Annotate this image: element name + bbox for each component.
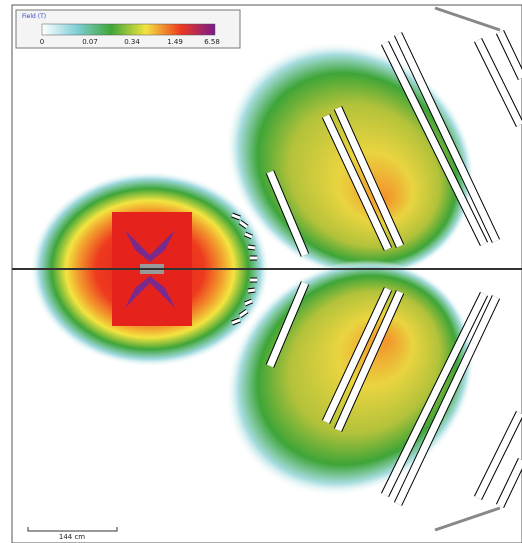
coil <box>496 30 522 80</box>
coil <box>394 32 500 243</box>
legend-tick: 0 <box>40 38 44 46</box>
upper-half <box>225 6 522 279</box>
legend-tick: 0.34 <box>124 38 140 46</box>
color-bar <box>41 23 216 36</box>
scale-label: 144 cm <box>59 533 85 541</box>
coil <box>266 170 309 257</box>
legend-tick: 0.07 <box>82 38 98 46</box>
coil <box>474 38 522 127</box>
legend-tick: 6.58 <box>204 38 220 46</box>
legend-title: Field (T) <box>22 13 46 20</box>
coil <box>434 6 501 32</box>
legend: Field (T) 0 0.07 0.34 1.49 6.58 <box>15 9 241 49</box>
coil <box>322 114 392 251</box>
coil <box>381 41 488 246</box>
scale-bar: 144 cm <box>27 527 118 541</box>
legend-tick: 1.49 <box>167 38 183 46</box>
coil <box>334 106 404 248</box>
scale-line <box>27 527 118 532</box>
arc-segments <box>231 213 257 260</box>
core-detail <box>125 230 175 308</box>
